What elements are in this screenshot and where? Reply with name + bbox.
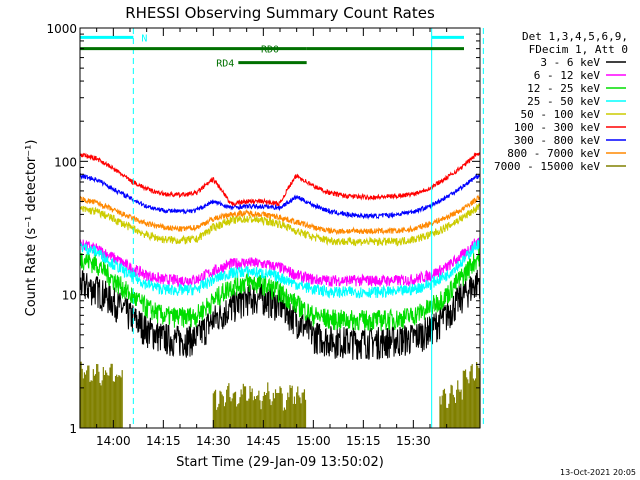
legend-label: 7000 - 15000 keV: [494, 160, 600, 173]
legend-label: 50 - 100 keV: [521, 108, 601, 121]
y-tick-label: 10: [62, 289, 77, 303]
series-12-25-kev: [79, 246, 481, 331]
legend-header-line: FDecim 1, Att 0: [529, 43, 628, 56]
overlay-layer: N RD0 RD4: [79, 28, 484, 428]
series-6-12-kev: [79, 237, 481, 288]
y-tick-label: 100: [54, 155, 77, 169]
series-7000-15000-kev: [79, 361, 481, 428]
legend-label: 3 - 6 keV: [540, 56, 600, 69]
state-label-rd0: RD0: [261, 45, 279, 56]
series-25-50-kev: [79, 237, 481, 299]
x-tick-label: 15:00: [296, 434, 331, 448]
series-50-100-kev: [79, 203, 481, 247]
legend-label: 25 - 50 keV: [527, 95, 600, 108]
state-label-n: N: [141, 33, 147, 44]
footer-timestamp: 13-Oct-2021 20:05: [560, 468, 636, 477]
series-300-800-kev: [79, 172, 480, 220]
legend-label: 100 - 300 keV: [514, 121, 600, 134]
chart-title: RHESSI Observing Summary Count Rates: [125, 4, 435, 22]
state-label-rd4: RD4: [216, 59, 234, 70]
series-100-300-kev: [79, 152, 480, 207]
series-layer: [79, 152, 481, 428]
legend: Det 1,3,4,5,6,9,FDecim 1, Att 03 - 6 keV…: [494, 30, 628, 173]
y-tick-label: 1000: [46, 22, 77, 36]
legend-label: 800 - 7000 keV: [507, 147, 600, 160]
series-800-7000-kev: [79, 194, 481, 236]
legend-label: 6 - 12 keV: [534, 69, 601, 82]
x-tick-label: 14:30: [196, 434, 231, 448]
series-3-6-kev: [79, 269, 481, 360]
legend-header-line: Det 1,3,4,5,6,9,: [522, 30, 628, 43]
x-tick-label: 15:15: [346, 434, 381, 448]
x-tick-label: 15:30: [396, 434, 431, 448]
legend-label: 300 - 800 keV: [514, 134, 600, 147]
y-axis-label: Count Rate (s⁻¹ detector⁻¹): [24, 140, 39, 317]
x-tick-label: 14:15: [146, 434, 181, 448]
axis-layer: 14:00 14:15 14:30 14:45 15:00 15:15 15:30 1 10 10…: [46, 22, 481, 448]
x-tick-label: 14:45: [246, 434, 281, 448]
y-tick-label: 1: [69, 422, 77, 436]
legend-label: 12 - 25 keV: [527, 82, 600, 95]
x-tick-label: 14:00: [96, 434, 131, 448]
x-axis-label: Start Time (29-Jan-09 13:50:02): [176, 455, 384, 470]
